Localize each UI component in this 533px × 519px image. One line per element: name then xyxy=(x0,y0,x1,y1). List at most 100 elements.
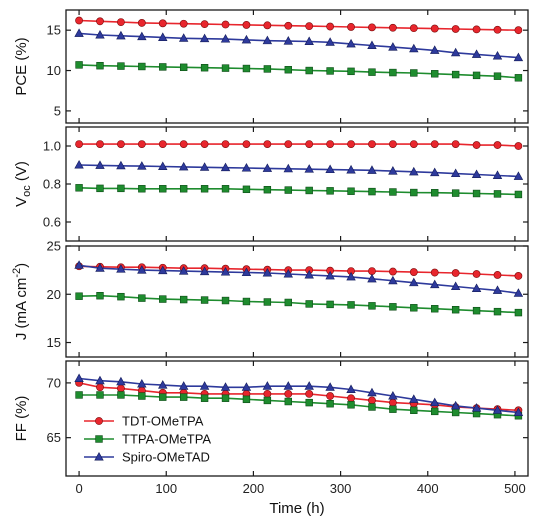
panel-j: 15 20 25 J (mA cm-2) xyxy=(11,239,529,358)
panel-pce-marker-tdt-ometpa xyxy=(96,17,104,26)
panel-voc-marker-tdt-ometpa xyxy=(409,140,418,148)
xtick-label: 300 xyxy=(330,481,352,496)
panel-voc-ytick-label: 0.8 xyxy=(43,177,61,192)
panel-ff-marker-spiro-ometad xyxy=(95,375,105,385)
panel-voc-marker-ttpa-ometpa xyxy=(179,185,188,193)
panel-voc-marker-tdt-ometpa xyxy=(326,140,335,148)
panel-voc: 0.6 0.8 1.0 Voc (V) xyxy=(13,126,529,242)
panel-voc-marker-tdt-ometpa xyxy=(75,140,83,148)
panel-voc-marker-ttpa-ometpa xyxy=(221,185,230,193)
panel-ff-marker-spiro-ometad xyxy=(178,381,189,390)
panel-voc-marker-tdt-ometpa xyxy=(242,140,251,148)
panel-ff-marker-ttpa-ometpa xyxy=(75,391,83,399)
panel-j-marker-tdt-ometpa xyxy=(430,268,439,277)
xtick-label: 400 xyxy=(417,481,439,496)
panel-pce-marker-spiro-ometad xyxy=(158,32,168,41)
panel-pce-marker-spiro-ometad xyxy=(116,30,126,40)
panel-voc-marker-tdt-ometpa xyxy=(96,140,104,148)
panel-pce-marker-spiro-ometad xyxy=(513,52,524,62)
panel-ff-marker-ttpa-ometpa xyxy=(305,398,313,407)
panel-j-marker-ttpa-ometpa xyxy=(389,303,397,311)
panel-pce-line-ttpa-ometpa xyxy=(79,64,519,79)
panel-ff-marker-tdt-ometpa xyxy=(263,389,272,398)
panel-j-marker-spiro-ometad xyxy=(220,267,231,276)
panel-ff: 65 70 FF (%) xyxy=(13,360,529,477)
panel-pce-marker-spiro-ometad xyxy=(199,33,210,43)
xtick-label: 100 xyxy=(155,481,177,496)
panel-pce-marker-spiro-ometad xyxy=(367,40,377,50)
panel-voc-ytick-label: 1.0 xyxy=(43,139,61,154)
panel-pce-marker-ttpa-ometpa xyxy=(326,67,334,75)
panel-pce-marker-tdt-ometpa xyxy=(137,19,146,27)
panel-voc-marker-ttpa-ometpa xyxy=(305,186,313,195)
panel-voc-marker-spiro-ometad xyxy=(304,164,314,173)
panel-pce-marker-ttpa-ometpa xyxy=(179,63,188,72)
panel-voc-marker-tdt-ometpa xyxy=(388,140,397,148)
panel-j-marker-spiro-ometad xyxy=(158,265,168,275)
panel-ff-series-spiro-ometad xyxy=(74,373,524,416)
panel-pce-marker-spiro-ometad xyxy=(95,30,105,39)
panel-pce-marker-spiro-ometad xyxy=(450,47,461,57)
panel-voc-ylabel: Voc (V) xyxy=(13,161,33,207)
xtick-label: 500 xyxy=(504,481,526,496)
panel-j-marker-ttpa-ometpa xyxy=(200,296,209,304)
panel-pce-marker-ttpa-ometpa xyxy=(305,66,313,75)
panel-voc-marker-spiro-ometad xyxy=(241,163,252,172)
panel-pce-marker-ttpa-ometpa xyxy=(200,64,209,72)
xtick-label: 200 xyxy=(243,481,265,496)
panel-voc-marker-spiro-ometad xyxy=(74,159,84,169)
panel-pce-series-tdt-ometpa xyxy=(75,16,523,35)
panel-ff-marker-spiro-ometad xyxy=(513,407,524,416)
panel-pce-marker-ttpa-ometpa xyxy=(221,64,230,72)
panel-j-marker-spiro-ometad xyxy=(409,277,419,287)
panel-pce-marker-ttpa-ometpa xyxy=(117,62,125,70)
panel-ff-marker-tdt-ometpa xyxy=(284,389,293,398)
panel-pce-marker-tdt-ometpa xyxy=(409,24,418,33)
panel-j-line-tdt-ometpa xyxy=(79,265,519,277)
panel-ff-marker-ttpa-ometpa xyxy=(326,400,334,408)
panel-j-marker-ttpa-ometpa xyxy=(493,307,502,316)
panel-j-ytick-label: 15 xyxy=(47,335,61,350)
panel-voc-marker-tdt-ometpa xyxy=(451,140,460,148)
panel-j-marker-spiro-ometad xyxy=(95,263,105,272)
panel-ff-marker-ttpa-ometpa xyxy=(179,393,188,401)
panel-pce-marker-spiro-ometad xyxy=(304,36,314,45)
panel-j-marker-spiro-ometad xyxy=(367,273,377,283)
panel-pce-marker-tdt-ometpa xyxy=(451,25,460,33)
panel-voc-marker-spiro-ometad xyxy=(367,165,377,174)
panel-pce-marker-tdt-ometpa xyxy=(493,25,502,34)
panel-j-ylabel: J (mA cm-2) xyxy=(11,263,30,340)
panel-ff-marker-tdt-ometpa xyxy=(347,394,355,403)
panel-j-frame xyxy=(65,245,529,358)
panel-voc-marker-tdt-ometpa xyxy=(117,140,125,148)
panel-ff-marker-spiro-ometad xyxy=(388,391,398,400)
panel-j-line-ttpa-ometpa xyxy=(79,294,519,314)
panel-voc-marker-ttpa-ometpa xyxy=(326,187,334,195)
panel-voc-marker-tdt-ometpa xyxy=(158,140,167,148)
panel-ff-marker-tdt-ometpa xyxy=(117,384,125,393)
panel-ff-marker-spiro-ometad xyxy=(430,397,440,407)
panel-ff-marker-ttpa-ometpa xyxy=(242,395,251,404)
panel-j-marker-tdt-ometpa xyxy=(472,270,481,278)
panel-pce-marker-spiro-ometad xyxy=(262,35,273,45)
panel-pce-series-spiro-ometad xyxy=(74,28,524,62)
panel-pce-line-spiro-ometad xyxy=(79,32,519,59)
panel-ff-marker-spiro-ometad xyxy=(409,394,419,403)
panel-pce-marker-ttpa-ometpa xyxy=(159,63,167,71)
panel-voc-marker-spiro-ometad xyxy=(158,161,168,171)
panel-pce-marker-spiro-ometad xyxy=(137,31,147,41)
panel-voc-marker-spiro-ometad xyxy=(137,161,147,170)
panel-j-marker-tdt-ometpa xyxy=(451,269,460,277)
panel-voc-marker-spiro-ometad xyxy=(262,163,273,172)
panel-pce-marker-spiro-ometad xyxy=(178,33,189,42)
panel-ff-marker-spiro-ometad xyxy=(346,384,356,393)
legend: TDT-OMeTPA TTPA-OMeTPA Spiro-OMeTAD xyxy=(84,414,211,465)
panel-j-marker-spiro-ometad xyxy=(262,268,273,277)
panel-ff-marker-tdt-ometpa xyxy=(326,392,335,400)
panel-voc-marker-ttpa-ometpa xyxy=(493,190,502,198)
panel-voc-marker-spiro-ometad xyxy=(492,170,503,179)
panel-ff-marker-spiro-ometad xyxy=(325,382,335,391)
panel-ff-marker-ttpa-ometpa xyxy=(263,396,272,405)
panel-ff-marker-spiro-ometad xyxy=(220,382,231,391)
